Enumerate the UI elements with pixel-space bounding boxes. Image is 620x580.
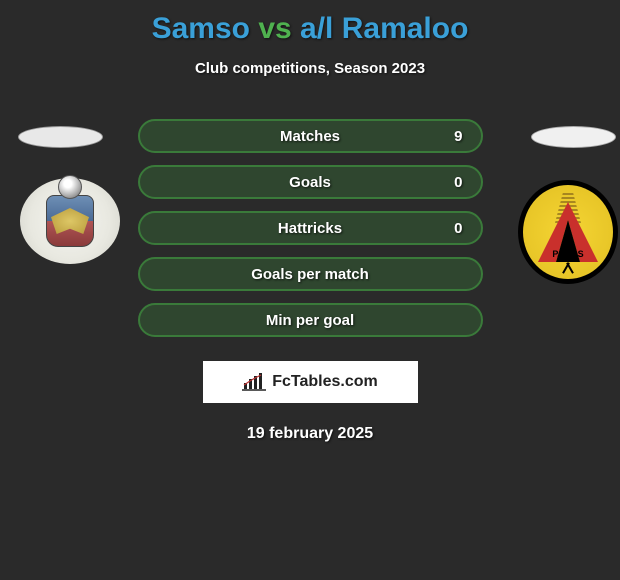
football-icon xyxy=(58,175,82,199)
date-label: 19 february 2025 xyxy=(0,425,620,443)
crest-text: P.B.N.S xyxy=(552,249,583,259)
stat-row: Goals 0 xyxy=(138,165,483,199)
left-player-photo-placeholder xyxy=(18,126,103,148)
stat-row: Hattricks 0 xyxy=(138,211,483,245)
stat-value: 0 xyxy=(454,174,462,191)
brand-watermark: FcTables.com xyxy=(203,361,418,403)
page-title: Samso vs a/l Ramaloo xyxy=(0,0,620,46)
stat-label: Hattricks xyxy=(278,220,342,237)
title-player2: a/l Ramaloo xyxy=(300,12,468,45)
stat-label: Matches xyxy=(280,128,340,145)
stat-row: Matches 9 xyxy=(138,119,483,153)
stat-value: 9 xyxy=(454,128,462,145)
eagle-icon xyxy=(51,208,89,234)
stat-label: Goals xyxy=(289,174,331,191)
brand-text: FcTables.com xyxy=(272,373,378,391)
title-player1: Samso xyxy=(152,12,250,45)
stat-label: Min per goal xyxy=(266,312,354,329)
subtitle: Club competitions, Season 2023 xyxy=(0,60,620,77)
stat-row: Min per goal xyxy=(138,303,483,337)
stat-label: Goals per match xyxy=(251,266,369,283)
bar-chart-icon xyxy=(242,373,266,391)
stat-row: Goals per match xyxy=(138,257,483,291)
left-team-crest xyxy=(20,178,120,264)
crossed-tools-icon xyxy=(561,263,575,273)
shield-icon xyxy=(46,195,94,247)
right-player-photo-placeholder xyxy=(531,126,616,148)
right-team-crest: P.B.N.S xyxy=(518,180,618,284)
stat-value: 0 xyxy=(454,220,462,237)
title-vs: vs xyxy=(258,12,291,45)
